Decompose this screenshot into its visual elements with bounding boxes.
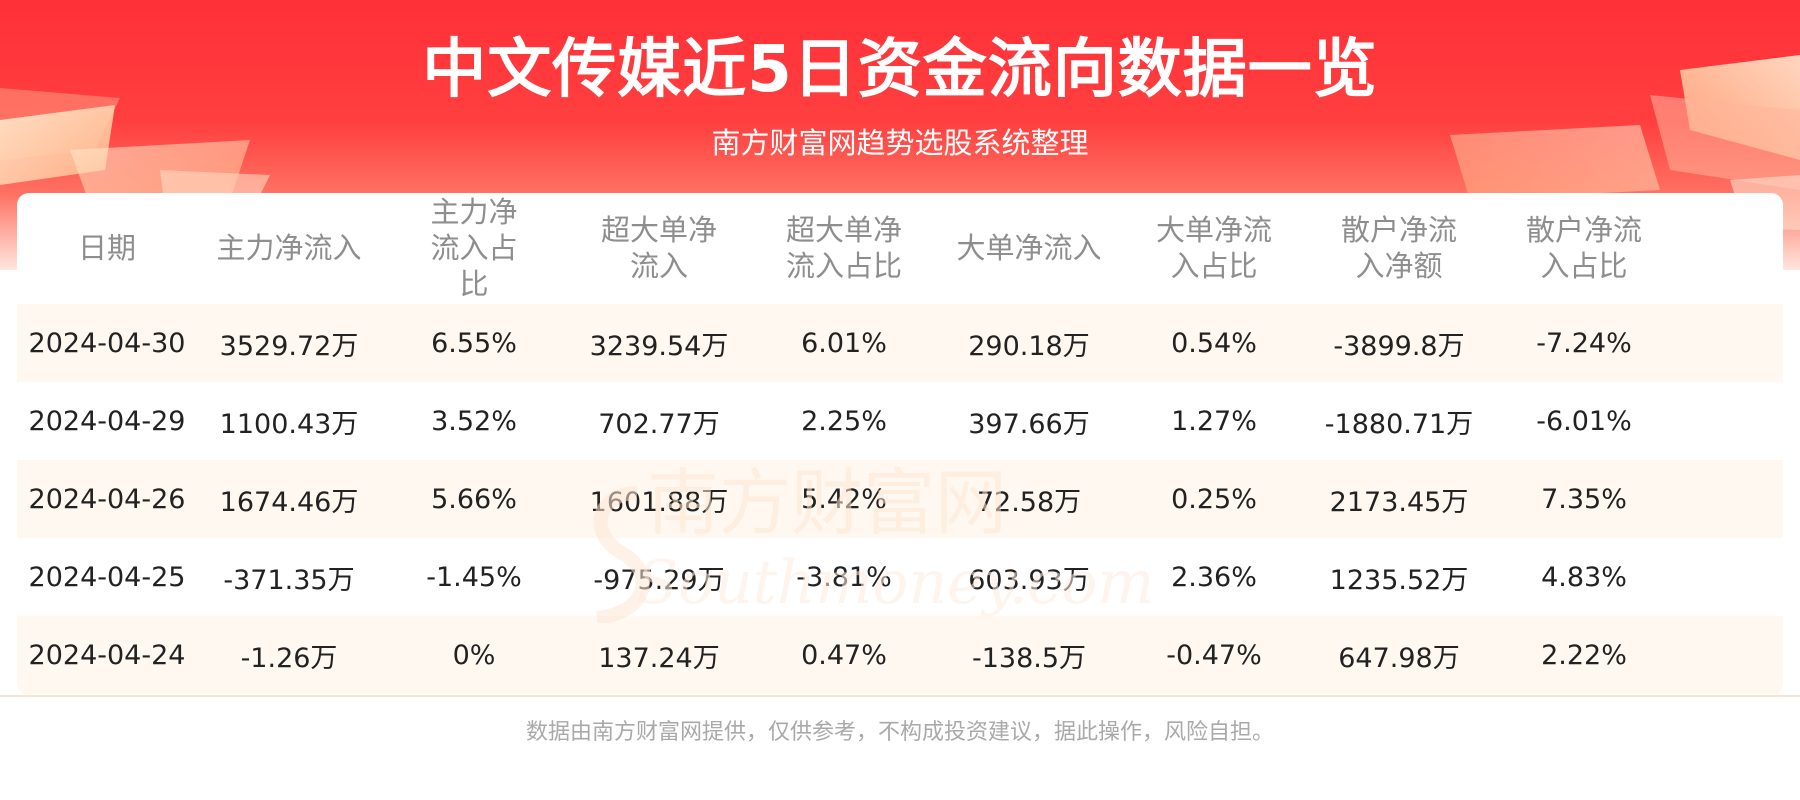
table-row: 2024-04-24 -1.26万 0% 137.24万 0.47% -138.…: [17, 616, 1783, 694]
cell-super-large-ratio: 2.25%: [801, 405, 887, 437]
cell-super-large-ratio: -3.81%: [796, 561, 892, 593]
cell-super-large-ratio: 6.01%: [801, 327, 887, 359]
column-header-large-net-inflow: 大单净流入: [956, 231, 1102, 265]
cell-large-net-inflow: -138.5万: [971, 642, 1087, 674]
cell-super-large-net-inflow: 1601.88万: [589, 486, 729, 518]
cell-large-net-inflow: 290.18万: [968, 330, 1090, 362]
column-header-large-ratio: 大单净流入占比: [1155, 213, 1272, 283]
cell-main-net-inflow-ratio: 6.55%: [431, 327, 517, 359]
table-row: 2024-04-29 1100.43万 3.52% 702.77万 2.25% …: [17, 382, 1783, 460]
table-row: 2024-04-25 -371.35万 -1.45% -975.29万 -3.8…: [17, 538, 1783, 616]
cell-main-net-inflow-ratio: -1.45%: [426, 561, 522, 593]
cell-large-ratio: -0.47%: [1166, 639, 1262, 671]
column-header-super-large-net-inflow: 超大单净流入: [600, 213, 717, 283]
cell-main-net-inflow: -1.26万: [240, 642, 338, 674]
cell-date: 2024-04-26: [28, 483, 186, 515]
disclaimer-text: 数据由南方财富网提供，仅供参考，不构成投资建议，据此操作，风险自担。: [525, 720, 1274, 745]
column-header-retail-net-amount: 散户净流入净额: [1340, 213, 1457, 283]
cell-super-large-ratio: 0.47%: [801, 639, 887, 671]
cell-retail-ratio: 2.22%: [1541, 639, 1627, 671]
cell-retail-net-amount: 1235.52万: [1329, 564, 1469, 596]
cell-main-net-inflow: 1100.43万: [219, 408, 359, 440]
cell-retail-ratio: 4.83%: [1541, 561, 1627, 593]
cell-retail-ratio: 7.35%: [1541, 483, 1627, 515]
cell-main-net-inflow: 3529.72万: [219, 330, 359, 362]
cell-large-ratio: 1.27%: [1171, 405, 1257, 437]
cell-large-ratio: 0.54%: [1171, 327, 1257, 359]
cell-main-net-inflow: -371.35万: [223, 564, 355, 596]
cell-retail-ratio: -7.24%: [1536, 327, 1632, 359]
fund-flow-table: 2024-04-30 3529.72万 6.55% 3239.54万 6.01%…: [17, 193, 1783, 695]
table-row: 2024-04-26 1674.46万 5.66% 1601.88万 5.42%…: [17, 460, 1783, 538]
footer-divider: [0, 695, 1800, 697]
table-row: 2024-04-30 3529.72万 6.55% 3239.54万 6.01%…: [17, 304, 1783, 382]
cell-main-net-inflow-ratio: 3.52%: [431, 405, 517, 437]
cell-date: 2024-04-25: [28, 561, 186, 593]
cell-super-large-net-inflow: 3239.54万: [589, 330, 729, 362]
cell-large-net-inflow: 397.66万: [968, 408, 1090, 440]
cell-super-large-ratio: 5.42%: [801, 483, 887, 515]
column-header-main-net-inflow: 主力净流入: [216, 231, 362, 265]
cell-super-large-net-inflow: -975.29万: [593, 564, 725, 596]
page-title: 中文传媒近5日资金流向数据一览: [422, 33, 1378, 107]
cell-retail-net-amount: 647.98万: [1338, 642, 1460, 674]
cell-retail-net-amount: -3899.8万: [1333, 330, 1465, 362]
cell-retail-net-amount: -1880.71万: [1324, 408, 1474, 440]
cell-main-net-inflow-ratio: 0%: [452, 639, 496, 671]
cell-main-net-inflow: 1674.46万: [219, 486, 359, 518]
column-header-retail-ratio: 散户净流入占比: [1525, 213, 1642, 283]
column-header-super-large-ratio: 超大单净流入占比: [785, 213, 902, 283]
cell-large-ratio: 0.25%: [1171, 483, 1257, 515]
page-subtitle: 南方财富网趋势选股系统整理: [711, 126, 1089, 160]
table-header: 日期 主力净流入 主力净流入占比 超大单净流入 超大单净流入占比 大单净流入 大…: [17, 193, 1783, 303]
cell-large-net-inflow: 72.58万: [976, 486, 1082, 518]
cell-large-ratio: 2.36%: [1171, 561, 1257, 593]
cell-date: 2024-04-30: [28, 327, 186, 359]
cell-super-large-net-inflow: 137.24万: [598, 642, 720, 674]
cell-date: 2024-04-29: [28, 405, 186, 437]
cell-large-net-inflow: 603.93万: [968, 564, 1090, 596]
cell-main-net-inflow-ratio: 5.66%: [431, 483, 517, 515]
column-header-main-net-inflow-ratio: 主力净流入占比: [430, 195, 518, 301]
cell-retail-ratio: -6.01%: [1536, 405, 1632, 437]
cell-retail-net-amount: 2173.45万: [1329, 486, 1469, 518]
cell-super-large-net-inflow: 702.77万: [598, 408, 720, 440]
column-header-date: 日期: [77, 231, 136, 265]
cell-date: 2024-04-24: [28, 639, 186, 671]
banner-decoration: [0, 55, 1800, 230]
